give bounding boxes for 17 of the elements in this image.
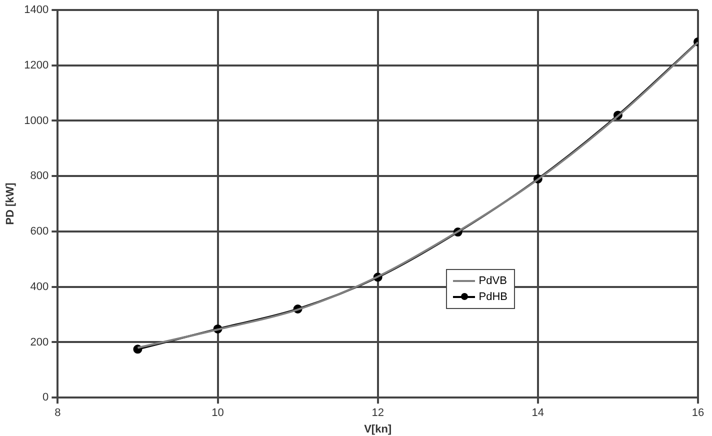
x-tick-label: 14: [532, 407, 544, 420]
y-tick-label: 200: [30, 336, 49, 348]
legend-label: PdHB: [478, 291, 508, 304]
y-tick-label: 1200: [24, 59, 49, 72]
x-tick-label: 8: [54, 407, 61, 420]
y-tick-label: 1400: [24, 4, 49, 16]
y-tick-label: 800: [30, 170, 49, 182]
y-tick-label: 600: [30, 226, 49, 238]
y-axis-title: PD [kW]: [4, 182, 17, 225]
y-tick-label: 400: [30, 280, 49, 293]
legend-label: PdVB: [478, 275, 507, 288]
x-tick-label: 12: [372, 407, 384, 420]
x-tick-label: 16: [692, 407, 704, 420]
y-tick-label: 1000: [24, 114, 49, 127]
x-axis-title: V[kn]: [364, 423, 392, 436]
y-tick-label: 0: [42, 392, 49, 404]
x-tick-label: 10: [212, 407, 224, 420]
